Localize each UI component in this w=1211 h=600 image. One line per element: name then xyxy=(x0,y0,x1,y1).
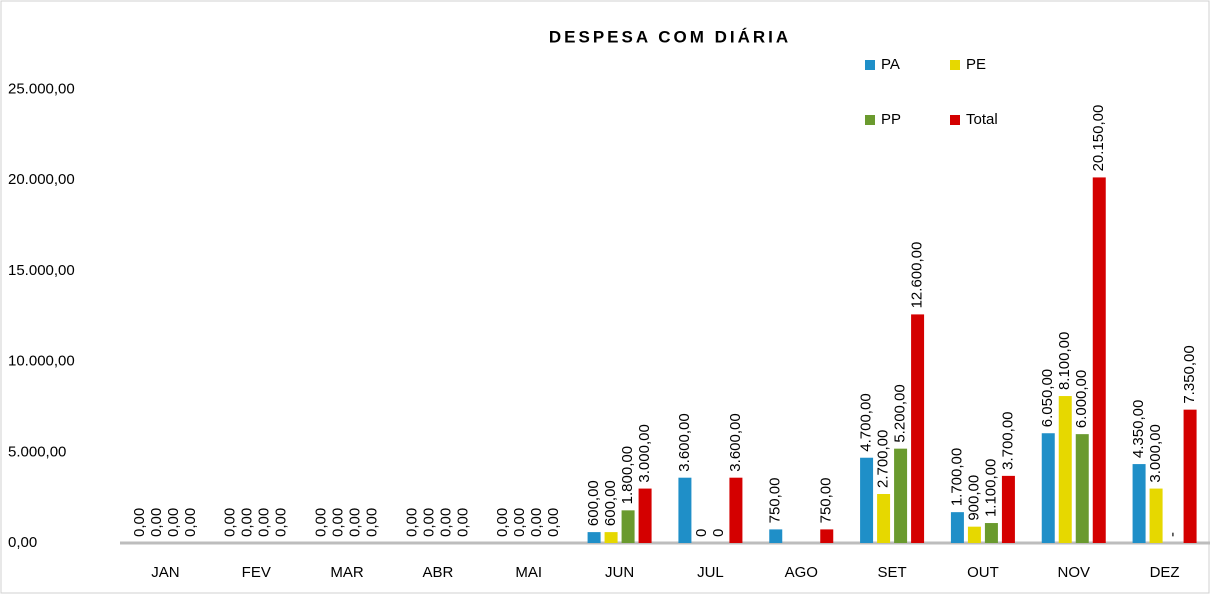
data-label: 0,00 xyxy=(165,508,182,537)
data-label: 900,00 xyxy=(965,475,982,521)
data-label: 0,00 xyxy=(494,508,511,537)
legend-swatch xyxy=(950,115,960,125)
data-label: 0,00 xyxy=(347,508,364,537)
legend-label: PA xyxy=(881,56,900,73)
data-label: 600,00 xyxy=(585,480,602,526)
data-label: 12.600,00 xyxy=(909,242,926,309)
bar xyxy=(678,477,692,543)
chart-title: DESPESA COM DIÁRIA xyxy=(549,27,791,46)
legend-swatch xyxy=(950,60,960,70)
y-tick-label: 0,00 xyxy=(8,534,37,551)
data-label: 0,00 xyxy=(437,508,454,537)
data-label: 4.350,00 xyxy=(1130,400,1147,458)
x-tick-label: SET xyxy=(877,564,906,581)
x-tick-label: MAR xyxy=(330,564,364,581)
bar xyxy=(1183,409,1197,543)
data-label: 0,00 xyxy=(273,508,290,537)
bar xyxy=(894,448,908,543)
bar xyxy=(820,529,834,543)
data-label: 750,00 xyxy=(767,478,784,524)
data-label: 7.350,00 xyxy=(1181,345,1198,403)
data-label: 750,00 xyxy=(818,478,835,524)
bar xyxy=(950,512,964,543)
legend-label: PP xyxy=(881,111,901,128)
data-label: 0,00 xyxy=(256,508,273,537)
data-label: 0,00 xyxy=(330,508,347,537)
data-label: 3.600,00 xyxy=(727,413,744,471)
data-label: 6.050,00 xyxy=(1039,369,1056,427)
data-label: 3.000,00 xyxy=(636,424,653,482)
bar xyxy=(638,488,652,543)
y-tick-label: 5.000,00 xyxy=(8,443,66,460)
data-label: 0,00 xyxy=(131,508,148,537)
y-tick-label: 10.000,00 xyxy=(8,353,75,370)
bar xyxy=(604,532,618,543)
bar xyxy=(769,529,783,543)
data-label: 0,00 xyxy=(511,508,528,537)
x-tick-label: OUT xyxy=(967,564,999,581)
x-tick-label: MAI xyxy=(515,564,542,581)
x-tick-label: FEV xyxy=(242,564,271,581)
legend-label: PE xyxy=(966,56,986,73)
bar xyxy=(621,510,635,543)
y-tick-label: 20.000,00 xyxy=(8,171,75,188)
data-label: 0 xyxy=(710,529,727,537)
data-label: 0,00 xyxy=(182,508,199,537)
x-tick-label: DEZ xyxy=(1150,564,1180,581)
data-label: 1.800,00 xyxy=(619,446,636,504)
bar xyxy=(1075,434,1089,543)
legend-swatch xyxy=(865,60,875,70)
data-label: 0,00 xyxy=(528,508,545,537)
data-label: 0,00 xyxy=(239,508,256,537)
data-label: 3.700,00 xyxy=(999,411,1016,469)
x-tick-label: JUN xyxy=(605,564,634,581)
bar xyxy=(877,494,891,543)
bar xyxy=(911,314,925,543)
data-label: 0,00 xyxy=(403,508,420,537)
data-label: 3.000,00 xyxy=(1147,424,1164,482)
bar xyxy=(1149,488,1163,543)
x-tick-label: AGO xyxy=(785,564,818,581)
data-label: 600,00 xyxy=(602,480,619,526)
bar xyxy=(860,457,874,543)
data-label: 3.600,00 xyxy=(676,413,693,471)
data-label: 0,00 xyxy=(545,508,562,537)
y-tick-label: 15.000,00 xyxy=(8,262,75,279)
bar xyxy=(587,532,601,543)
data-label: 0,00 xyxy=(364,508,381,537)
data-label: - xyxy=(1164,532,1181,537)
data-label: 0,00 xyxy=(148,508,165,537)
bar xyxy=(967,526,981,543)
legend-label: Total xyxy=(966,111,998,128)
bar xyxy=(729,477,743,543)
legend-swatch xyxy=(865,115,875,125)
data-label: 1.700,00 xyxy=(948,448,965,506)
data-label: 8.100,00 xyxy=(1056,332,1073,390)
data-label: 6.000,00 xyxy=(1073,370,1090,428)
x-tick-label: ABR xyxy=(422,564,453,581)
x-tick-label: JAN xyxy=(151,564,179,581)
bar xyxy=(1001,475,1015,543)
data-label: 5.200,00 xyxy=(892,384,909,442)
bar xyxy=(1132,464,1146,543)
x-tick-label: JUL xyxy=(697,564,724,581)
bar xyxy=(1058,396,1072,543)
data-label: 2.700,00 xyxy=(875,430,892,488)
bar xyxy=(1092,177,1106,543)
data-label: 1.100,00 xyxy=(982,459,999,517)
data-label: 0,00 xyxy=(420,508,437,537)
data-label: 0,00 xyxy=(454,508,471,537)
data-label: 4.700,00 xyxy=(858,393,875,451)
x-tick-label: NOV xyxy=(1057,564,1090,581)
y-tick-label: 25.000,00 xyxy=(8,80,75,97)
data-label: 0,00 xyxy=(222,508,239,537)
data-label: 0,00 xyxy=(313,508,330,537)
data-label: 20.150,00 xyxy=(1090,105,1107,172)
bar xyxy=(984,523,998,543)
bar xyxy=(1041,433,1055,543)
data-label: 0 xyxy=(693,529,710,537)
